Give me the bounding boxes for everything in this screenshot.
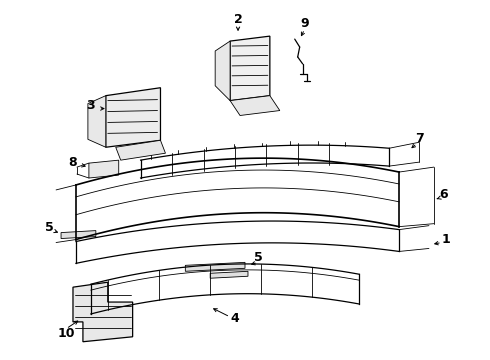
Text: 9: 9 — [300, 17, 309, 30]
Text: 4: 4 — [231, 312, 240, 325]
Text: 10: 10 — [57, 327, 75, 340]
Text: 2: 2 — [234, 13, 243, 26]
Polygon shape — [215, 41, 230, 100]
Text: 5: 5 — [253, 251, 262, 264]
Polygon shape — [88, 96, 106, 147]
Polygon shape — [106, 88, 161, 147]
Polygon shape — [89, 160, 119, 178]
Polygon shape — [210, 271, 248, 278]
Polygon shape — [73, 282, 133, 342]
Polygon shape — [230, 96, 280, 116]
Polygon shape — [185, 262, 245, 271]
Polygon shape — [116, 140, 166, 160]
Text: 1: 1 — [441, 233, 450, 246]
Text: 7: 7 — [415, 132, 423, 145]
Text: 6: 6 — [440, 188, 448, 201]
Text: 3: 3 — [87, 99, 95, 112]
Text: 5: 5 — [45, 221, 53, 234]
Polygon shape — [61, 231, 96, 239]
Polygon shape — [230, 36, 270, 100]
Text: 8: 8 — [69, 156, 77, 168]
